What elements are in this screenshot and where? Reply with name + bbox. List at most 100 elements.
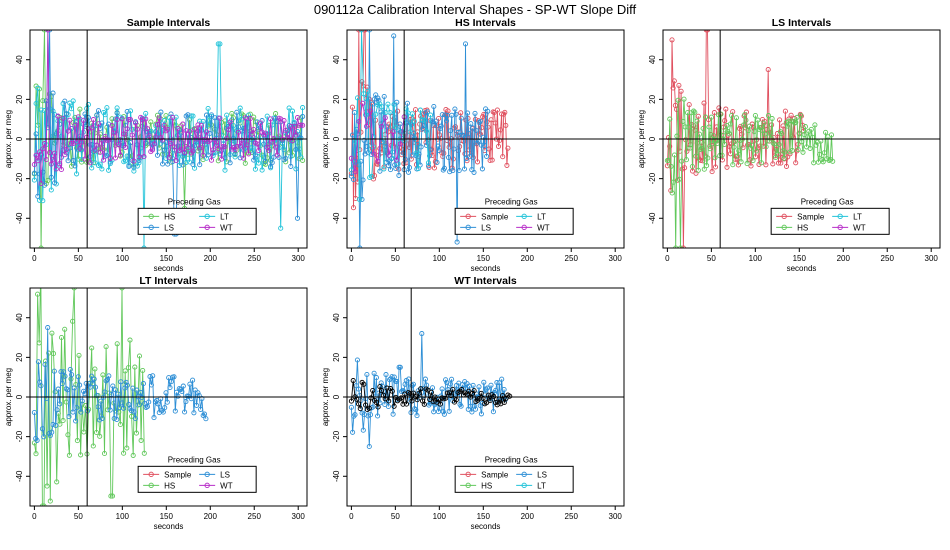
data-point [156, 115, 162, 121]
x-tick-label: 100 [749, 254, 763, 263]
data-point [704, 163, 710, 169]
data-point [127, 337, 133, 343]
data-point [738, 123, 744, 129]
data-point [406, 144, 412, 150]
data-point [185, 112, 191, 118]
data-point [288, 123, 294, 130]
data-point [398, 395, 404, 401]
data-point [355, 401, 362, 407]
data-point [102, 112, 108, 118]
data-point [80, 117, 86, 123]
data-point [33, 451, 39, 457]
data-point [146, 399, 152, 405]
data-point [68, 125, 75, 132]
data-point [222, 118, 228, 124]
y-tick-label: 40 [332, 313, 341, 322]
data-point [476, 395, 482, 401]
x-axis-label: seconds [154, 264, 184, 273]
data-point [198, 406, 204, 412]
data-point [224, 112, 230, 118]
data-point [148, 141, 154, 147]
data-point [371, 370, 377, 376]
data-point [404, 100, 410, 106]
data-point [85, 115, 91, 121]
x-tick-label: 150 [477, 512, 491, 521]
data-point [669, 190, 675, 196]
legend-label-hs: HS [797, 223, 808, 232]
data-point [237, 155, 243, 161]
data-point [247, 116, 253, 122]
data-point [110, 383, 116, 389]
legend-label-hs: HS [481, 481, 492, 490]
data-point [409, 111, 415, 117]
data-point [433, 118, 439, 124]
data-point [102, 389, 108, 395]
data-point [65, 128, 71, 134]
data-point [148, 382, 154, 388]
legend: Sample LS HS WT [137, 465, 257, 493]
data-point [438, 123, 444, 129]
data-point [187, 381, 193, 387]
data-point [43, 157, 49, 163]
data-point [207, 137, 213, 143]
data-point [499, 376, 505, 382]
data-point [685, 110, 691, 116]
data-point [479, 125, 485, 131]
data-point [192, 126, 198, 132]
data-point [419, 331, 425, 337]
legend-label-sample: Sample [164, 470, 192, 479]
data-point [354, 357, 360, 363]
legend-swatch-point [148, 482, 154, 488]
y-tick-label: 40 [332, 55, 341, 64]
data-point [33, 131, 39, 137]
data-point [286, 105, 292, 111]
data-point [70, 318, 76, 324]
y-tick-label: 0 [15, 394, 24, 399]
data-point [431, 165, 437, 171]
series-line-hs [33, 288, 145, 506]
data-point [485, 108, 491, 114]
data-point [362, 151, 368, 157]
data-point [114, 105, 120, 111]
data-point [45, 30, 51, 33]
data-point [767, 130, 773, 136]
data-point [300, 105, 306, 111]
data-point [375, 413, 381, 419]
y-tick-label: 40 [15, 313, 24, 322]
data-point [50, 351, 57, 357]
data-point [390, 411, 396, 417]
data-point [667, 143, 673, 149]
data-point [85, 126, 91, 132]
data-point [762, 131, 768, 137]
data-point [496, 137, 503, 144]
data-point [42, 358, 49, 364]
data-point [800, 122, 806, 128]
data-point [119, 116, 125, 122]
data-point [744, 161, 750, 167]
data-point [237, 143, 243, 149]
data-point [239, 137, 245, 143]
data-point [478, 411, 484, 417]
y-tick-label: 20 [332, 94, 341, 103]
data-point [724, 164, 730, 170]
data-point [365, 88, 371, 94]
data-point [823, 129, 829, 135]
data-point [162, 405, 168, 411]
data-point [229, 146, 235, 152]
data-point [148, 119, 154, 125]
data-point [75, 114, 81, 120]
data-point [128, 408, 134, 414]
data-point [215, 146, 221, 152]
data-point [436, 148, 442, 154]
data-point [371, 173, 378, 179]
data-point [667, 116, 673, 122]
data-point [208, 157, 215, 163]
data-point [150, 373, 156, 379]
x-tick-label: 150 [793, 254, 807, 263]
data-point [356, 30, 362, 33]
data-point [698, 146, 704, 152]
y-axis-label: approx. per meg [637, 110, 646, 168]
data-point [350, 378, 356, 384]
data-point [31, 409, 37, 416]
